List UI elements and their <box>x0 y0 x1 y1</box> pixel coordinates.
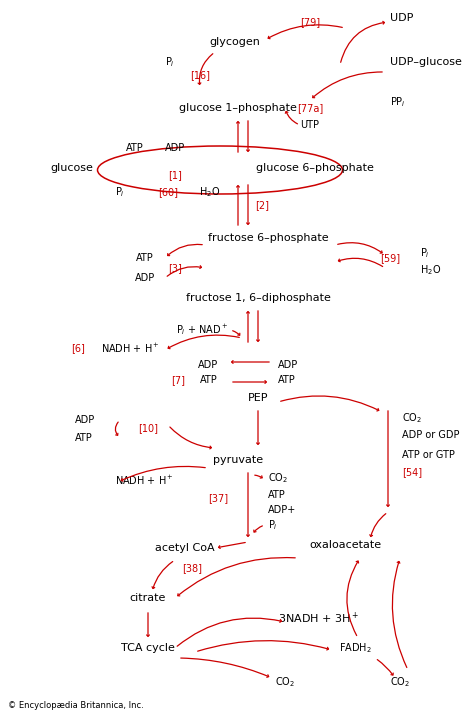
Text: ATP: ATP <box>200 375 218 385</box>
Text: [6]: [6] <box>71 343 85 353</box>
Text: acetyl CoA: acetyl CoA <box>155 543 215 553</box>
Text: ADP: ADP <box>135 273 155 283</box>
Text: NADH + H$^+$: NADH + H$^+$ <box>101 342 160 355</box>
Text: © Encyclopædia Britannica, Inc.: © Encyclopædia Britannica, Inc. <box>8 701 144 711</box>
Text: UTP: UTP <box>301 120 319 130</box>
Text: glucose 6–phosphate: glucose 6–phosphate <box>256 163 374 173</box>
Text: [79]: [79] <box>300 17 320 27</box>
Text: [1]: [1] <box>168 170 182 180</box>
Text: [77a]: [77a] <box>297 103 323 113</box>
Text: ATP: ATP <box>268 490 286 500</box>
Text: CO$_2$: CO$_2$ <box>268 471 288 485</box>
Text: UDP–glucose: UDP–glucose <box>390 57 462 67</box>
Text: ATP or GTP: ATP or GTP <box>402 450 455 460</box>
Text: ADP: ADP <box>165 143 185 153</box>
Text: glucose: glucose <box>50 163 93 173</box>
Text: ATP: ATP <box>75 433 93 443</box>
Text: [3]: [3] <box>168 263 182 273</box>
Text: citrate: citrate <box>130 593 166 603</box>
Text: pyruvate: pyruvate <box>213 455 263 465</box>
Text: [7]: [7] <box>171 375 185 385</box>
Text: glucose 1–phosphate: glucose 1–phosphate <box>179 103 297 113</box>
Text: fructose 1, 6–diphosphate: fructose 1, 6–diphosphate <box>185 293 330 303</box>
Text: PP$_i$: PP$_i$ <box>390 95 406 109</box>
Text: P$_i$: P$_i$ <box>165 55 175 69</box>
Text: P$_i$ + NAD$^+$: P$_i$ + NAD$^+$ <box>176 322 228 337</box>
Text: UDP: UDP <box>390 13 413 23</box>
Text: P$_i$: P$_i$ <box>115 185 125 199</box>
Text: ATP: ATP <box>278 375 296 385</box>
Text: [38]: [38] <box>182 563 202 573</box>
Text: fructose 6–phosphate: fructose 6–phosphate <box>208 233 328 243</box>
Text: ATP: ATP <box>126 143 144 153</box>
Text: glycogen: glycogen <box>210 37 260 47</box>
Text: ATP: ATP <box>136 253 154 263</box>
Text: 3NADH + 3H$^+$: 3NADH + 3H$^+$ <box>278 611 358 626</box>
Text: [16]: [16] <box>190 70 210 80</box>
Text: ADP or GDP: ADP or GDP <box>402 430 459 440</box>
Text: PEP: PEP <box>248 393 268 403</box>
Text: CO$_2$: CO$_2$ <box>402 411 422 425</box>
Text: CO$_2$: CO$_2$ <box>275 675 295 689</box>
Text: TCA cycle: TCA cycle <box>121 643 175 653</box>
Text: [37]: [37] <box>208 493 228 503</box>
Text: [59]: [59] <box>380 253 400 263</box>
Text: ADP: ADP <box>278 360 298 370</box>
Text: ADP: ADP <box>75 415 95 425</box>
Text: FADH$_2$: FADH$_2$ <box>338 641 372 655</box>
Text: [54]: [54] <box>402 467 422 477</box>
Text: [60]: [60] <box>158 187 178 197</box>
Text: CO$_2$: CO$_2$ <box>390 675 410 689</box>
Text: oxaloacetate: oxaloacetate <box>309 540 381 550</box>
Text: P$_i$: P$_i$ <box>420 246 430 260</box>
Text: ADP+: ADP+ <box>268 505 296 515</box>
Text: [10]: [10] <box>138 423 158 433</box>
Text: H$_2$O: H$_2$O <box>200 185 220 199</box>
Text: P$_i$: P$_i$ <box>268 518 278 532</box>
Text: ADP: ADP <box>198 360 218 370</box>
Text: H$_2$O: H$_2$O <box>420 263 441 277</box>
Text: [2]: [2] <box>255 200 269 210</box>
Text: NADH + H$^+$: NADH + H$^+$ <box>115 473 174 486</box>
